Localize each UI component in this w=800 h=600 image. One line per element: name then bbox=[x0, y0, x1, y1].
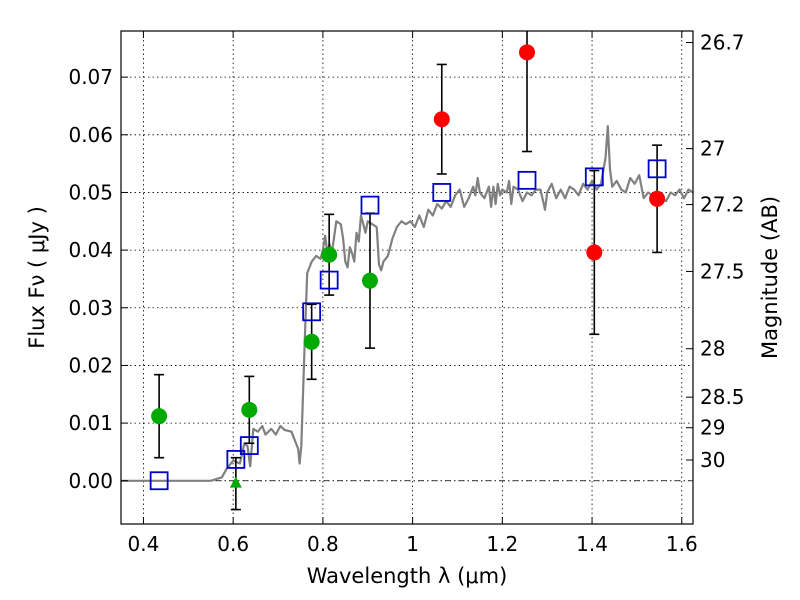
x-axis-label: Wavelength λ (μm) bbox=[307, 564, 508, 588]
model-point-square bbox=[226, 450, 246, 469]
data-point-circle bbox=[433, 111, 450, 128]
y-tick-label: 0.06 bbox=[68, 123, 113, 147]
plot-frame bbox=[120, 30, 694, 525]
y-tick-label: 0.01 bbox=[68, 411, 113, 435]
model-point-square bbox=[584, 167, 604, 187]
magnitude-tick-label: 28 bbox=[700, 337, 725, 361]
x-tick-label: 1.2 bbox=[486, 532, 518, 556]
magnitude-tick-label: 26.7 bbox=[700, 31, 745, 55]
magnitude-tick-label: 27 bbox=[700, 137, 725, 161]
magnitude-tick-label: 27.5 bbox=[700, 259, 745, 283]
magnitude-tick-label: 30 bbox=[700, 448, 725, 472]
y-tick-label: 0.03 bbox=[68, 296, 113, 320]
y-tick-label: 0.05 bbox=[68, 180, 113, 204]
data-point-circle bbox=[321, 246, 338, 263]
data-point-circle bbox=[151, 408, 168, 425]
model-point-square bbox=[432, 183, 452, 202]
model-point-square bbox=[647, 159, 667, 179]
model-point-square bbox=[517, 170, 537, 190]
magnitude-axis-label: Magnitude (AB) bbox=[758, 196, 782, 359]
data-point-circle bbox=[361, 272, 378, 289]
data-point-circle bbox=[303, 333, 320, 350]
magnitude-tick-label: 27.2 bbox=[700, 193, 745, 217]
x-tick-label: 0.8 bbox=[307, 532, 339, 556]
y-axis-label: Flux Fν ( μJy ) bbox=[25, 206, 49, 349]
data-point-circle bbox=[519, 44, 536, 61]
x-tick-label: 1 bbox=[406, 532, 419, 556]
x-tick-label: 0.6 bbox=[217, 532, 249, 556]
magnitude-tick-label: 29 bbox=[700, 416, 725, 440]
x-tick-label: 1.4 bbox=[576, 532, 608, 556]
model-point-square bbox=[239, 436, 259, 455]
grid bbox=[121, 31, 693, 524]
y-tick-label: 0.04 bbox=[68, 238, 113, 262]
x-tick-label: 0.4 bbox=[128, 532, 160, 556]
y-tick-label: 0.07 bbox=[68, 65, 113, 89]
data-point-circle bbox=[649, 190, 666, 207]
y-tick-label: 0.02 bbox=[68, 353, 113, 377]
data-markers bbox=[149, 44, 667, 491]
data-point-circle bbox=[241, 401, 258, 418]
y-tick-label: 0.00 bbox=[68, 469, 113, 493]
model-point-square bbox=[302, 302, 322, 322]
model-point-square bbox=[149, 471, 169, 491]
x-tick-label: 1.6 bbox=[666, 532, 698, 556]
upper-limit-triangle bbox=[229, 476, 242, 488]
magnitude-tick-label: 28.5 bbox=[700, 385, 745, 409]
model-point-square bbox=[319, 270, 339, 290]
y-axis-ticks: 0.00 0.01 0.02 0.03 0.04 0.05 0.06 0.07 bbox=[68, 65, 128, 493]
data-point-circle bbox=[586, 244, 603, 261]
x-axis-ticks: 0.4 0.6 0.8 1 1.2 1.4 1.6 bbox=[128, 31, 698, 556]
model-point-square bbox=[360, 195, 380, 215]
magnitude-axis-ticks: 26.7 27 27.2 27.5 28 28.5 29 30 bbox=[686, 31, 745, 472]
